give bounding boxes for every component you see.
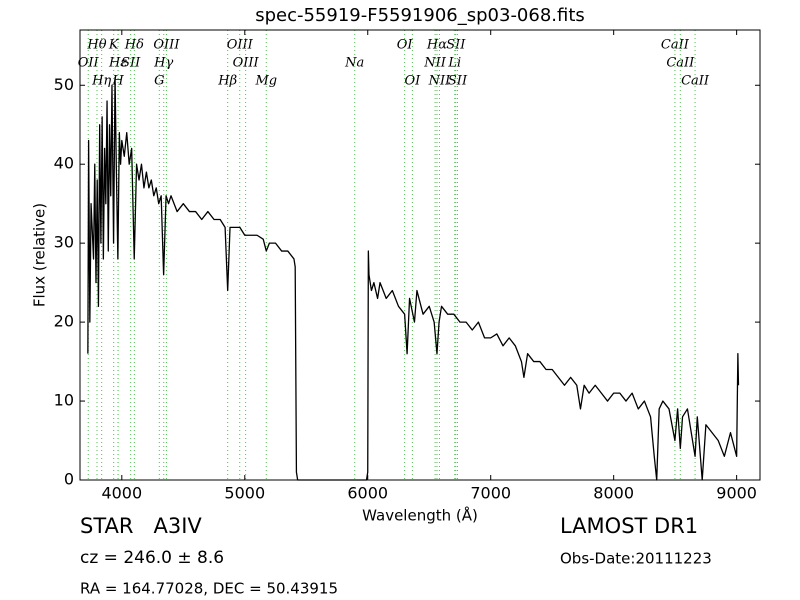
spectral-line-label: Hα [426,38,447,53]
spectral-line-label: SII [446,38,466,53]
object-class: STAR A3IV [80,514,202,538]
spectral-line-label: Mg [254,74,277,89]
spectral-line-label: SII [448,74,468,89]
spectral-line-label: Hε [108,56,127,71]
x-tick-label: 8000 [593,484,634,503]
spectral-line-label: Li [447,56,461,71]
spectral-line-label: OI [404,74,421,89]
chart-title: spec-55919-F5591906_sp03-068.fits [255,5,585,26]
spectral-line-label: OII [78,56,100,71]
survey: LAMOST DR1 [560,514,698,538]
y-tick-label: 50 [54,75,74,94]
spectral-line-label: Hθ [86,38,106,53]
y-axis-label: Flux (relative) [31,203,49,307]
y-tick-label: 0 [64,470,74,489]
coordinates: RA = 164.77028, DEC = 50.43915 [80,580,338,598]
plot-frame [79,29,761,481]
spectral-line-label: Hγ [153,56,173,71]
spectral-line-label: K [108,38,120,53]
spectral-line-label: NII [428,74,452,89]
y-tick-label: 40 [54,154,74,173]
x-tick-label: 4000 [101,484,142,503]
spectral-line-label: OIII [153,38,180,53]
x-axis-label: Wavelength (Å) [362,506,478,525]
spectral-line-label: Na [344,56,364,71]
spectral-line-label: OIII [233,56,260,71]
spectral-line-label: CaII [661,38,690,53]
spectral-line-label: CaII [681,74,710,89]
y-tick-label: 20 [54,312,74,331]
x-tick-label: 7000 [470,484,511,503]
obs-date: Obs-Date:20111223 [560,550,712,568]
redshift: cz = 246.0 ± 8.6 [80,548,224,568]
spectral-line-label: NII [423,56,447,71]
spectral-line-label: OI [397,38,414,53]
spectral-line-label: CaII [666,56,695,71]
spectral-line-label: Hη [91,74,111,89]
spectral-line-label: SII [121,56,141,71]
spectral-line-label: OIII [227,38,254,53]
spectral-line-label: Hδ [124,38,144,53]
spectral-line-label: Hβ [217,74,237,89]
x-tick-label: 9000 [716,484,757,503]
y-tick-label: 30 [54,233,74,252]
spectrum-line [87,76,740,481]
x-tick-label: 6000 [347,484,388,503]
spectral-line-label: G [154,74,164,89]
x-tick-label: 5000 [224,484,265,503]
y-tick-label: 10 [54,391,74,410]
